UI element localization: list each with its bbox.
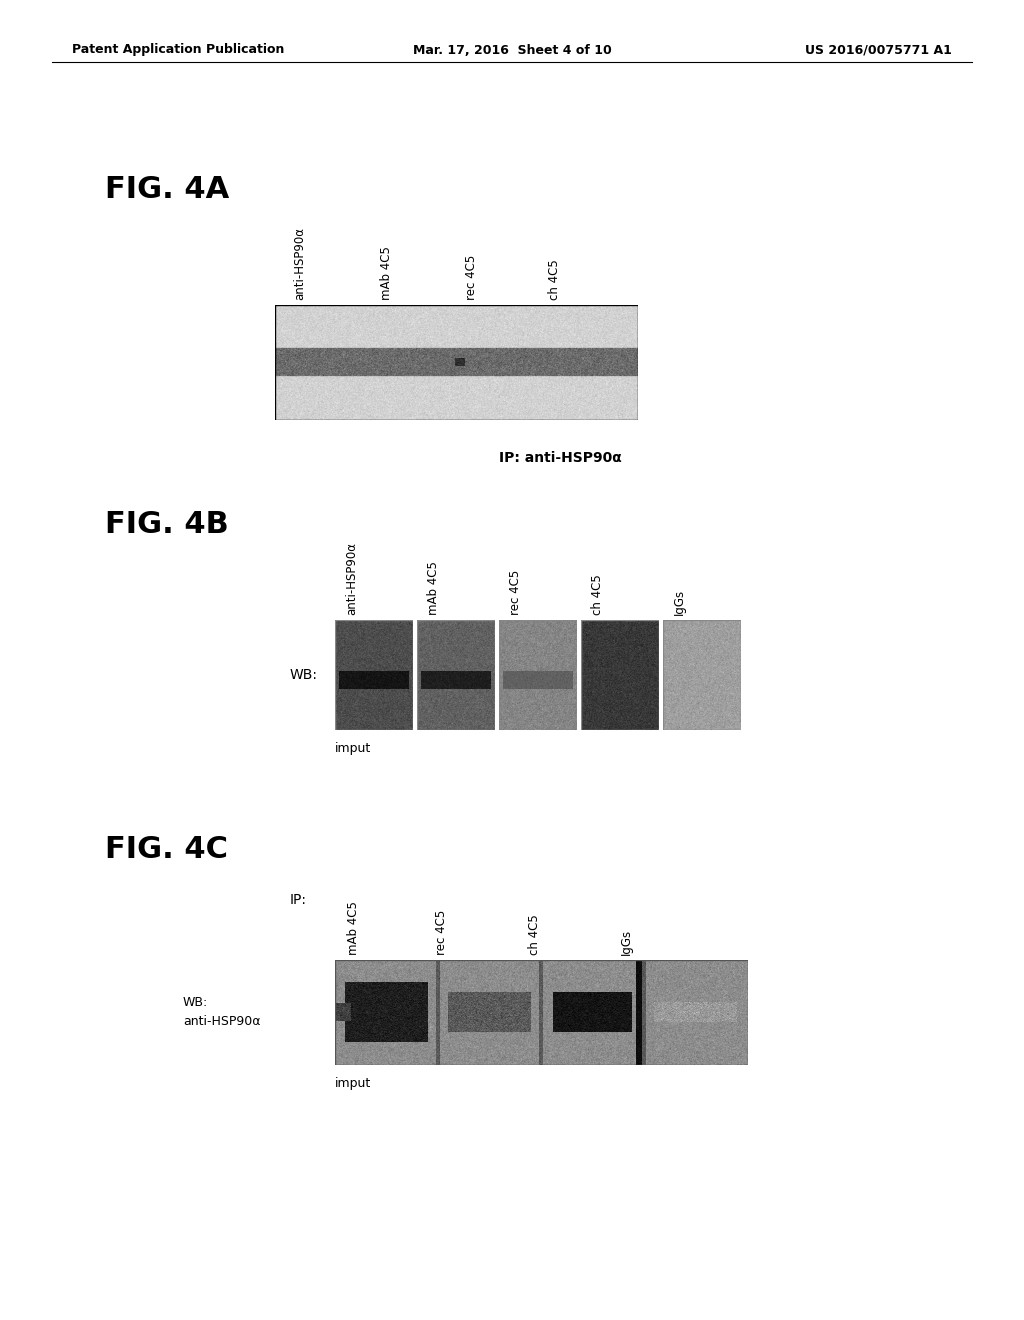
Text: mAb 4C5: mAb 4C5 (347, 902, 360, 954)
Text: mAb 4C5: mAb 4C5 (380, 246, 393, 300)
Text: anti-HSP90α: anti-HSP90α (345, 543, 358, 615)
Text: IgGs: IgGs (673, 589, 686, 615)
Text: US 2016/0075771 A1: US 2016/0075771 A1 (805, 44, 952, 57)
Text: rec 4C5: rec 4C5 (465, 255, 478, 300)
Text: FIG. 4A: FIG. 4A (105, 176, 229, 205)
Text: ch 4C5: ch 4C5 (528, 915, 541, 954)
Text: WB:
anti-HSP90α: WB: anti-HSP90α (183, 997, 260, 1028)
Text: anti-HSP90α: anti-HSP90α (293, 227, 306, 300)
Text: rec 4C5: rec 4C5 (509, 570, 522, 615)
Text: FIG. 4C: FIG. 4C (105, 836, 228, 865)
Text: IP: anti-HSP90α: IP: anti-HSP90α (499, 451, 622, 465)
Text: ch 4C5: ch 4C5 (591, 574, 604, 615)
Text: FIG. 4B: FIG. 4B (105, 510, 228, 539)
Text: mAb 4C5: mAb 4C5 (427, 561, 440, 615)
Text: rec 4C5: rec 4C5 (435, 909, 449, 954)
Text: Mar. 17, 2016  Sheet 4 of 10: Mar. 17, 2016 Sheet 4 of 10 (413, 44, 611, 57)
Text: Patent Application Publication: Patent Application Publication (72, 44, 285, 57)
Text: imput: imput (335, 1077, 372, 1090)
Text: WB:: WB: (290, 668, 318, 682)
Text: ch 4C5: ch 4C5 (548, 259, 561, 300)
Text: imput: imput (335, 742, 372, 755)
Text: IgGs: IgGs (620, 929, 633, 954)
Text: IP:: IP: (290, 894, 307, 907)
